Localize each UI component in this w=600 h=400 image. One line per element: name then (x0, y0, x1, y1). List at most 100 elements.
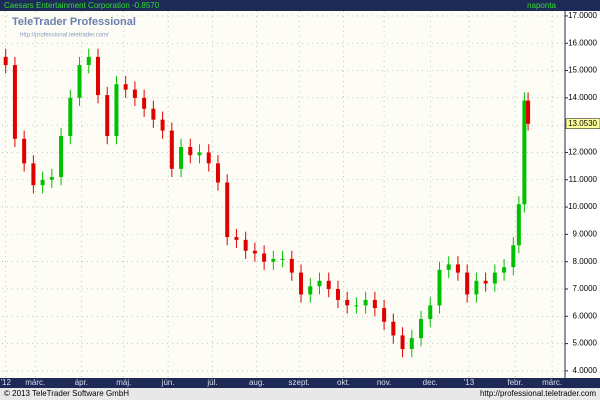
candle-body (252, 250, 257, 254)
x-axis-bar (0, 378, 600, 388)
y-tick-label: 6.0000 (573, 311, 598, 320)
title-bar (0, 0, 600, 11)
candle-body (123, 84, 128, 90)
x-tick-label: ápr. (75, 378, 88, 387)
interval: naponta (527, 1, 556, 10)
x-tick-label: febr. (507, 378, 523, 387)
candle-body (492, 272, 497, 284)
candle-body (516, 204, 521, 246)
y-tick-label: 9.0000 (573, 229, 598, 238)
candle-body (335, 288, 340, 300)
x-tick-label: szept. (289, 378, 310, 387)
candle-body (169, 130, 174, 169)
candle-body (22, 138, 27, 164)
candle-body (12, 65, 17, 139)
candle-body (522, 100, 527, 205)
x-tick-label: júl. (206, 378, 217, 387)
candle-body (31, 163, 36, 186)
x-tick-label: aug. (249, 378, 265, 387)
candle-body (465, 272, 470, 295)
candle-body (68, 97, 73, 137)
candle-body (243, 239, 248, 251)
candle-body (40, 179, 45, 186)
y-tick-label: 4.0000 (573, 366, 598, 375)
candle-body (114, 84, 119, 137)
footer-copyright: © 2013 TeleTrader Software GmbH (4, 389, 129, 398)
candle-body (95, 56, 100, 96)
y-tick-label: 12.0000 (568, 148, 597, 157)
candle-body (419, 319, 424, 339)
logo-box (8, 15, 108, 41)
candle-body (382, 308, 387, 322)
y-tick-label: 8.0000 (573, 257, 598, 266)
candle-body (409, 338, 414, 350)
candle-body (502, 267, 507, 273)
logo: TeleTrader Professional (12, 16, 136, 28)
last-price-label: 13.0530 (568, 119, 597, 128)
candle-body (160, 119, 165, 131)
x-tick-label: máj. (116, 378, 131, 387)
candle-body (197, 152, 202, 156)
x-tick-label: márc. (25, 378, 45, 387)
candle-body (317, 280, 322, 287)
candle-body (474, 280, 479, 295)
x-tick-label: nov. (377, 378, 392, 387)
footer-url: http://professional.teletrader.com (480, 389, 596, 398)
logo-url: http://professional.teletrader.com/ (20, 33, 109, 39)
x-tick-label: '13 (464, 378, 475, 387)
y-axis-area (565, 11, 600, 378)
y-tick-label: 16.0000 (568, 38, 597, 47)
candle-body (391, 321, 396, 336)
y-tick-label: 5.0000 (573, 339, 598, 348)
candle-body (132, 89, 137, 98)
candle-body (59, 136, 64, 178)
x-tick-label: okt. (337, 378, 350, 387)
candle-body (188, 146, 193, 156)
candle-body (526, 100, 531, 124)
candle-body (142, 97, 147, 109)
x-tick-label: jún. (161, 378, 175, 387)
candle-body (511, 245, 516, 268)
candle-body (483, 280, 488, 284)
y-tick-label: 17.0000 (568, 11, 597, 20)
candle-body (215, 163, 220, 183)
candle-body (151, 108, 156, 120)
x-tick-label: '12 (0, 378, 11, 387)
candle-body (437, 269, 442, 306)
candle-body (179, 146, 184, 169)
y-tick-label: 14.0000 (568, 93, 597, 102)
candle-body (206, 152, 211, 164)
candle-body (77, 65, 82, 98)
candle-body (428, 305, 433, 320)
candle-body (271, 258, 276, 262)
candle-body (280, 258, 285, 260)
candle-body (289, 258, 294, 273)
y-tick-label: 10.0000 (568, 202, 597, 211)
candle-body (105, 95, 110, 137)
candle-body (86, 56, 91, 66)
x-tick-label: dec. (423, 378, 438, 387)
candle-body (262, 253, 267, 262)
candle-body (372, 299, 377, 309)
candle-body (326, 280, 331, 289)
candle-body (363, 299, 368, 306)
candle-body (400, 335, 405, 350)
candle-body (299, 272, 304, 295)
candle-body (455, 264, 460, 273)
y-tick-label: 15.0000 (568, 66, 597, 75)
x-tick-label: márc. (542, 378, 562, 387)
candle-body (354, 305, 359, 307)
candle-body (308, 286, 313, 295)
candle-body (345, 299, 350, 306)
candle-body (446, 264, 451, 270)
y-tick-label: 11.0000 (569, 175, 598, 184)
last-price-box (565, 118, 600, 129)
y-tick-label: 7.0000 (573, 284, 598, 293)
chart-title: Caesars Entertainment Corporation -0.857… (4, 1, 160, 10)
candle-body (234, 237, 239, 240)
candle-body (225, 182, 230, 238)
candle-body (49, 177, 54, 180)
footer (0, 388, 600, 400)
